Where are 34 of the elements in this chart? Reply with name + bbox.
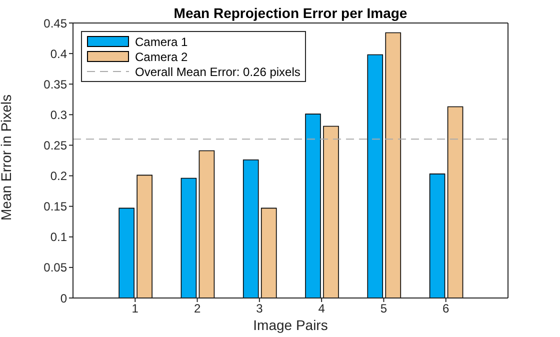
x-axis-title: Image Pairs	[253, 317, 328, 333]
y-axis-title: Mean Error in Pixels	[0, 94, 14, 220]
chart-title: Mean Reprojection Error per Image	[172, 5, 408, 21]
bar	[198, 150, 215, 298]
bar	[429, 174, 446, 298]
bar	[323, 126, 339, 298]
x-tick-label: 4	[318, 302, 326, 316]
bar	[260, 208, 277, 298]
legend-label: Camera 2	[135, 50, 188, 64]
y-tick-label: 0.3	[50, 108, 68, 122]
bar	[180, 178, 197, 298]
x-tick-label: 2	[194, 302, 201, 316]
bar	[242, 159, 259, 298]
y-tick-label: 0	[60, 291, 68, 306]
legend-label: Overall Mean Error: 0.26 pixels	[135, 64, 300, 78]
bar	[447, 106, 464, 298]
bar	[367, 54, 384, 298]
y-tick-label: 0.15	[44, 200, 68, 214]
y-tick-label: 0.45	[44, 16, 68, 30]
y-tick-label: 0.1	[50, 230, 68, 244]
bar	[118, 208, 134, 298]
y-tick-label: 0.35	[44, 77, 68, 92]
x-tick-label: 1	[132, 302, 139, 316]
y-tick-label: 0.05	[44, 260, 68, 275]
y-tick-label: 0.25	[44, 138, 68, 152]
y-tick-label: 0.2	[50, 169, 68, 184]
y-tick-label: 0.4	[50, 46, 68, 61]
bar	[136, 174, 152, 298]
x-tick-label: 5	[380, 302, 388, 316]
x-tick-label: 3	[256, 302, 264, 316]
bar	[305, 114, 321, 298]
bar	[385, 32, 402, 298]
legend-label: Camera 1	[135, 34, 188, 48]
x-tick-label: 6	[442, 302, 450, 316]
